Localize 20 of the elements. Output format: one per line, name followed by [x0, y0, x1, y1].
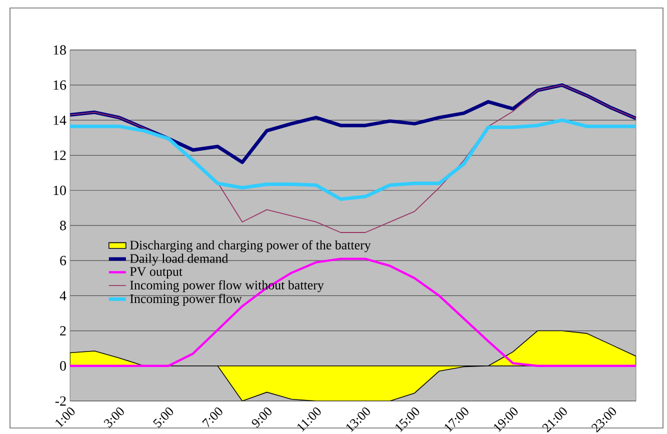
legend-label: Daily load demand	[130, 254, 228, 266]
y-tick-label: 0	[60, 361, 66, 371]
y-tick-label: 14	[54, 116, 66, 125]
x-tick-label: 5:00	[152, 408, 174, 428]
y-tick-label: 16	[54, 80, 66, 90]
y-tick-label: 2	[60, 326, 66, 336]
y-tick-label: 18	[54, 45, 66, 55]
y-tick-label: -2	[55, 396, 66, 406]
y-tick-label: 12	[54, 150, 66, 160]
x-tick-label: 1:00	[56, 408, 75, 428]
x-tick-label: 3:00	[104, 408, 124, 428]
x-tick-label: 7:00	[202, 408, 222, 428]
legend-label: PV output	[130, 267, 182, 278]
y-tick-label: 10	[54, 186, 66, 196]
x-tick-label: 9:00	[252, 408, 272, 428]
legend-label: Incoming power flow	[130, 294, 242, 306]
y-tick-label: 6	[60, 256, 66, 266]
legend-label: Discharging and charging power of the battery	[130, 240, 371, 252]
y-tick-label: 8	[60, 220, 66, 230]
y-tick-label: 4	[60, 291, 66, 300]
